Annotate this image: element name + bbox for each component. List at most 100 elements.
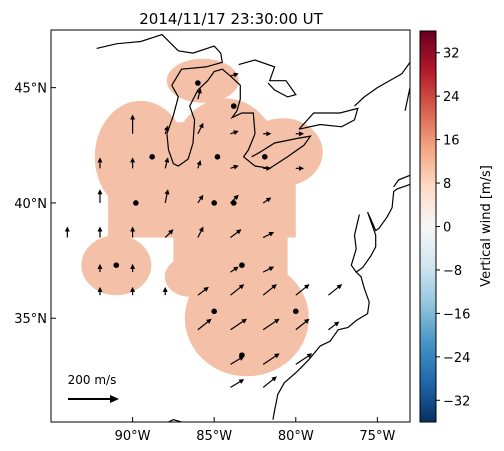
station-12 (230, 103, 237, 109)
colorbar-ticks: 32 24 16 8 0 −8 −16 −24 −32 (436, 47, 470, 409)
wind-vector-24 (262, 232, 275, 239)
wind-vector-19 (97, 226, 103, 238)
station-5 (230, 200, 237, 206)
wind-vector-31 (162, 286, 168, 296)
x-tick-label-0: 90°W (115, 429, 151, 444)
y-tick-label-1: 40°N (14, 197, 47, 212)
wind-vector-8 (164, 157, 170, 169)
y-axis: 35°N 40°N 45°N (14, 82, 56, 327)
wind-vector-10 (230, 164, 239, 170)
station-3 (261, 154, 268, 160)
wind-vector-13 (97, 189, 103, 203)
colorbar-tick-label-8: −32 (443, 394, 470, 409)
coastlines (96, 33, 410, 422)
reference-arrow: 200 m/s (68, 373, 119, 403)
wind-vector-33 (230, 284, 245, 296)
coverage-bridge (173, 237, 288, 284)
wind-vector-27 (230, 266, 239, 273)
wind-vector-17 (262, 197, 272, 204)
coastline-0 (96, 33, 223, 86)
wind-vector-45 (230, 379, 245, 388)
wind-vector-30 (130, 286, 136, 296)
x-tick-label-1: 85°W (196, 429, 232, 444)
wind-vector-28 (262, 266, 275, 273)
wind-vector-15 (197, 194, 204, 204)
station-2 (214, 154, 221, 160)
station-11 (195, 80, 201, 86)
colorbar-tick-label-1: 24 (443, 90, 460, 105)
wind-vector-41 (328, 321, 340, 331)
colorbar-gradient (419, 30, 437, 423)
station-6 (113, 262, 120, 269)
wind-vector-4 (263, 131, 272, 137)
colorbar-tick-label-2: 16 (443, 134, 460, 149)
wind-vector-2 (197, 122, 204, 135)
wind-vector-43 (262, 353, 280, 365)
colorbar-tick-label-5: −8 (443, 264, 462, 279)
y-tick-label-2: 45°N (14, 82, 47, 97)
wind-vector-44 (295, 353, 313, 365)
wind-vector-12 (295, 165, 305, 171)
station-10 (239, 352, 245, 358)
coverage-blob-5 (184, 260, 309, 377)
wind-vector-26 (130, 263, 136, 273)
wind-vector-47 (196, 88, 202, 100)
coastline-9 (350, 214, 360, 273)
map-frame (50, 29, 411, 423)
wind-coverage-region (81, 58, 323, 377)
station-8 (211, 308, 217, 315)
y-tick-label-0: 35°N (14, 312, 47, 327)
wind-vector-3 (230, 130, 239, 135)
colorbar-tick-label-7: −24 (443, 351, 470, 366)
wind-vector-29 (97, 286, 103, 296)
colorbar-tick-label-0: 32 (443, 47, 460, 62)
station-7 (239, 262, 245, 269)
wind-vector-40 (295, 318, 310, 331)
wind-vector-6 (97, 157, 103, 169)
wind-vector-38 (230, 318, 247, 331)
coastline-4 (238, 59, 297, 98)
station-markers (113, 80, 299, 358)
wind-vector-5 (295, 131, 305, 137)
station-1 (133, 200, 139, 206)
wind-vector-37 (197, 318, 212, 331)
station-0 (149, 154, 155, 160)
colorbar-tick-label-4: 0 (443, 221, 451, 236)
wind-vector-46 (262, 376, 277, 388)
wind-vector-22 (197, 226, 204, 238)
wind-vector-32 (197, 286, 209, 296)
station-9 (292, 308, 299, 315)
station-4 (211, 200, 217, 206)
wind-vector-18 (64, 226, 70, 238)
colorbar: 32 24 16 8 0 −8 −16 −24 −32 Vertical wind [m/s] (419, 30, 494, 423)
wind-vector-21 (164, 229, 174, 238)
coastline-3 (298, 107, 359, 130)
colorbar-tick-label-6: −16 (443, 307, 470, 322)
x-tick-label-3: 75°W (359, 429, 395, 444)
wind-vector-20 (130, 226, 136, 238)
colorbar-tick-label-3: 8 (443, 177, 451, 192)
wind-vector-7 (130, 157, 136, 169)
wind-vector-11 (263, 165, 272, 171)
wind-vector-0 (130, 114, 136, 134)
wind-vector-14 (164, 189, 170, 204)
wind-vector-35 (295, 284, 310, 296)
wind-vector-39 (262, 318, 280, 331)
chart-title: 2014/11/17 23:30:00 UT (139, 10, 323, 28)
coastline-1 (166, 68, 256, 167)
x-axis: 90°W 85°W 80°W 75°W (115, 417, 395, 444)
x-tick-label-2: 80°W (278, 429, 314, 444)
wind-vector-36 (328, 284, 343, 296)
colorbar-label: Vertical wind [m/s] (479, 165, 494, 287)
wind-vector-1 (164, 125, 169, 134)
wind-vector-34 (262, 284, 277, 296)
coastline-5 (354, 61, 410, 107)
wind-vector-23 (230, 229, 242, 239)
coastline-2 (242, 133, 312, 170)
wind-vectors (64, 72, 343, 388)
coastline-7 (272, 183, 410, 420)
wind-vector-25 (97, 263, 103, 273)
coverage-core (108, 122, 296, 238)
wind-vector-9 (196, 160, 202, 169)
